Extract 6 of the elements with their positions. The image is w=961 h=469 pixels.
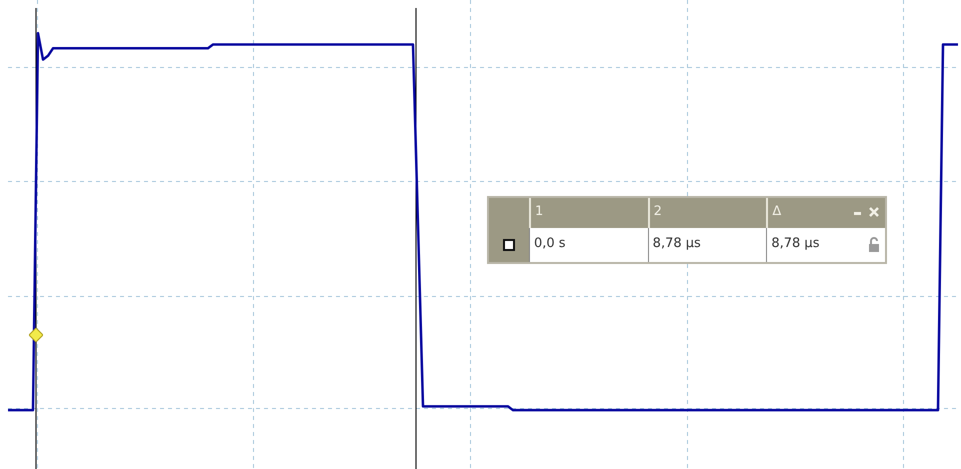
annotation: 1 [529,198,648,228]
annotation: 2 [648,198,766,228]
annotation: 8,78 µs [648,228,766,262]
annotation: 8,78 µs [766,228,886,262]
annotation: Δ [766,198,886,228]
annotation: 0,0 s [529,228,648,262]
